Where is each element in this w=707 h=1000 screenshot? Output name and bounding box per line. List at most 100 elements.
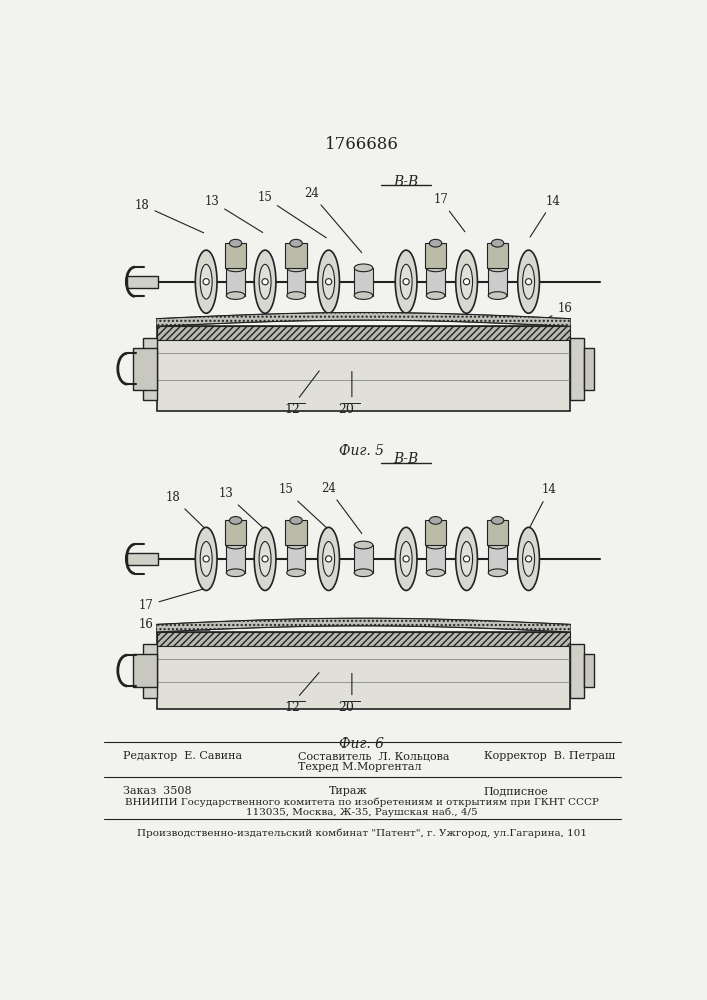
Ellipse shape [354,541,373,549]
Bar [226,545,245,573]
Bar [287,268,305,296]
Ellipse shape [287,292,305,299]
Bar [156,326,571,340]
Bar [143,338,156,400]
Ellipse shape [325,556,332,562]
Bar [426,268,445,296]
Ellipse shape [259,264,271,299]
Bar [489,268,507,296]
Ellipse shape [322,542,334,576]
Text: 14: 14 [530,483,556,527]
Ellipse shape [262,556,268,562]
Text: 113035, Москва, Ж-35, Раушская наб., 4/5: 113035, Москва, Ж-35, Раушская наб., 4/5 [246,808,478,817]
Ellipse shape [287,541,305,549]
Bar [585,654,594,687]
Bar [571,644,585,698]
Ellipse shape [456,527,477,590]
Bar [143,644,156,698]
Ellipse shape [464,556,469,562]
Ellipse shape [403,279,409,285]
Ellipse shape [429,239,442,247]
Ellipse shape [226,264,245,272]
Text: 16: 16 [139,618,209,631]
Text: Фиг. 5: Фиг. 5 [339,444,385,458]
Bar [486,520,508,545]
Text: 20: 20 [339,403,354,416]
Ellipse shape [426,264,445,272]
Text: 16: 16 [540,302,572,322]
Bar [225,243,247,268]
Text: 17: 17 [139,589,204,612]
Bar [156,326,571,411]
Ellipse shape [489,569,507,577]
Bar [287,545,305,573]
Text: 12: 12 [284,403,300,416]
Bar [285,520,307,545]
Ellipse shape [525,556,532,562]
Text: Корректор  В. Петраш: Корректор В. Петраш [484,751,615,761]
Ellipse shape [195,527,217,590]
Ellipse shape [518,527,539,590]
Text: 12: 12 [284,701,300,714]
Bar [134,348,156,390]
Ellipse shape [287,569,305,577]
Ellipse shape [522,264,534,299]
Ellipse shape [226,541,245,549]
Ellipse shape [226,292,245,299]
Bar [354,268,373,296]
Ellipse shape [354,264,373,272]
Text: Заказ  3508: Заказ 3508 [123,786,192,796]
Text: В-В: В-В [394,452,419,466]
Text: 17: 17 [433,193,465,232]
Ellipse shape [226,569,245,577]
Ellipse shape [203,556,209,562]
Ellipse shape [195,250,217,313]
Ellipse shape [203,279,209,285]
Ellipse shape [489,541,507,549]
Bar [127,276,158,288]
Ellipse shape [259,542,271,576]
Bar [486,243,508,268]
Ellipse shape [460,542,472,576]
Bar [285,243,307,268]
Ellipse shape [290,517,303,524]
Text: 18: 18 [166,491,204,528]
Bar [426,545,445,573]
Text: 24: 24 [321,482,362,534]
Ellipse shape [489,264,507,272]
Ellipse shape [522,542,534,576]
Ellipse shape [403,556,409,562]
Ellipse shape [489,292,507,299]
Ellipse shape [255,527,276,590]
Bar [156,632,571,709]
Ellipse shape [460,264,472,299]
Ellipse shape [354,569,373,577]
Ellipse shape [230,517,242,524]
Ellipse shape [426,292,445,299]
Ellipse shape [491,239,504,247]
Text: Тираж: Тираж [329,786,368,796]
Text: 14: 14 [530,195,561,237]
Text: ВНИИПИ Государственного комитета по изобретениям и открытиям при ГКНТ СССР: ВНИИПИ Государственного комитета по изоб… [125,798,599,807]
Bar [425,243,446,268]
Ellipse shape [290,239,303,247]
Text: Составитель  Л. Кольцова: Составитель Л. Кольцова [298,751,449,761]
Bar [134,654,156,687]
Ellipse shape [400,542,412,576]
Ellipse shape [429,517,442,524]
Bar [585,348,594,390]
Text: Подписное: Подписное [484,786,549,796]
Ellipse shape [395,250,417,313]
Ellipse shape [464,279,469,285]
Bar [425,520,446,545]
Ellipse shape [200,542,212,576]
Text: 15: 15 [279,483,327,528]
Ellipse shape [491,517,504,524]
Ellipse shape [325,279,332,285]
Ellipse shape [200,264,212,299]
Bar [127,553,158,565]
Ellipse shape [426,569,445,577]
Bar [225,520,247,545]
Text: В-В: В-В [394,175,419,189]
Ellipse shape [518,250,539,313]
